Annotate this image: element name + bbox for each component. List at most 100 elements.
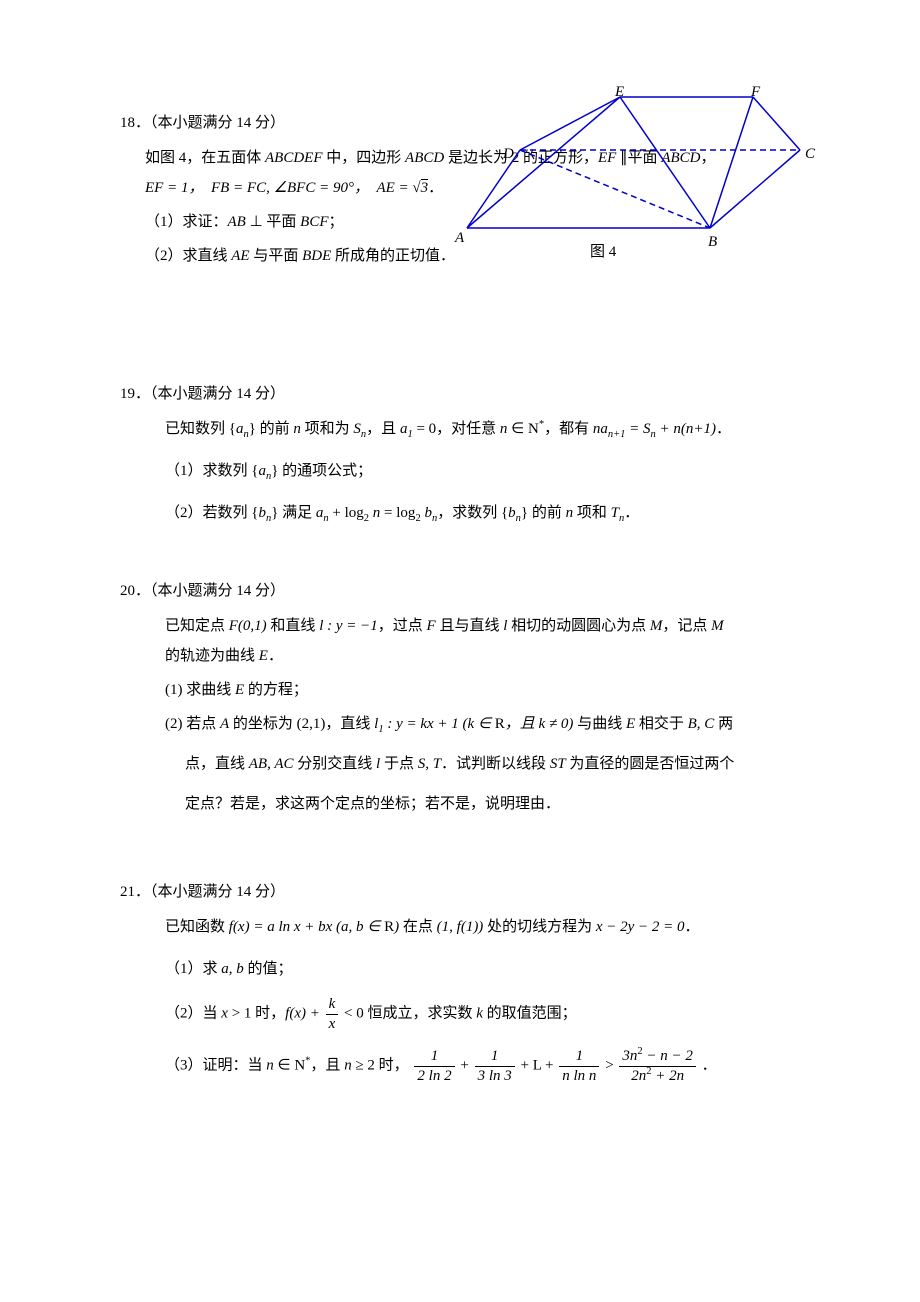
rel: nan+1 = Sn + n(n+1)	[593, 421, 716, 437]
f2n: 1	[475, 1048, 515, 1067]
p21-intro: 已知函数 f(x) = a ln x + bx (a, b ∈ R) 在点 (1…	[165, 912, 800, 942]
p18-number: 18．	[120, 115, 150, 131]
p19-sub2: （2）若数列 {bn} 满足 an + log2 n = log2 bn，求数列…	[165, 498, 800, 528]
p18-s1: （1）求证：	[145, 214, 228, 230]
bcf: BCF	[300, 214, 328, 230]
p20-points: （本小题满分 14 分）	[150, 583, 285, 599]
problem-20-body: 已知定点 F(0,1) 和直线 l : y = −1，过点 F 且与直线 l 相…	[165, 611, 800, 819]
p20-s2e: 两	[714, 716, 733, 732]
f3d: n ln n	[559, 1067, 599, 1085]
p20-i6: ，记点	[662, 618, 711, 634]
p19-s2g: 项和	[573, 505, 611, 521]
p19-s2a: （2）若数列 {	[165, 505, 258, 521]
bn: bn	[258, 505, 271, 521]
tn: Tn	[611, 505, 625, 521]
p20-sub1: (1) 求曲线 E 的方程；	[165, 675, 800, 705]
p20-s2b: 的坐标为 (2,1)，直线	[229, 716, 374, 732]
p19-i3: 项和为	[301, 421, 354, 437]
p18-l1a: 如图 4，在五面体	[145, 150, 265, 166]
f1d: 2 ln 2	[414, 1067, 454, 1085]
problem-21: 21．（本小题满分 14 分） 已知函数 f(x) = a ln x + bx …	[120, 879, 800, 1084]
p20-i4: 且与直线	[436, 618, 504, 634]
label-B: B	[708, 227, 717, 257]
p19-s2e: ，求数列 {	[437, 505, 508, 521]
p21-number: 21．	[120, 884, 150, 900]
f4d: 2n2 + 2n	[619, 1067, 696, 1085]
p19-s1a: （1）求数列 {	[165, 463, 258, 479]
p21-i3: 处的切线方程为	[483, 919, 596, 935]
l1: l1	[374, 716, 383, 732]
problem-19: 19．（本小题满分 14 分） 已知数列 {an} 的前 n 项和为 Sn，且 …	[120, 381, 800, 528]
p21-s3b: ∈ N	[274, 1057, 305, 1073]
A: A	[220, 716, 229, 732]
p18-s1b: ⊥ 平面	[246, 214, 300, 230]
p20-line4: 定点？若是，求这两个定点的坐标；若不是，说明理由．	[185, 789, 800, 819]
p20-l3c: 于点	[380, 756, 418, 772]
ABAC: AB, AC	[249, 756, 294, 772]
frac2: 13 ln 3	[475, 1048, 515, 1084]
p20-i5: 相切的动圆圆心为点	[507, 618, 650, 634]
p20-l3e: 为直径的圆是否恒过两个	[566, 756, 735, 772]
p20-s2d: 相交于	[635, 716, 688, 732]
bn2: bn	[424, 505, 437, 521]
problem-20-header: 20．（本小题满分 14 分）	[120, 578, 800, 605]
p20-l3: 点，直线	[185, 756, 249, 772]
fbfc: FB = FC, ∠BFC = 90°，	[211, 180, 369, 196]
an3: an	[316, 505, 329, 521]
p21-s2a: （2）当	[165, 1005, 221, 1021]
efeq: EF = 1，	[145, 180, 203, 196]
problem-18: 18．（本小题满分 14 分） 如图 4，在五面体 ABCDEF 中，四边形 A…	[120, 110, 800, 271]
f1n: 1	[414, 1048, 454, 1067]
f4n: 3n2 − n − 2	[619, 1048, 696, 1067]
p20-line2: 的轨迹为曲线 E．	[165, 641, 800, 671]
ef-eq: EF = 1，	[145, 180, 203, 196]
p18-s2: （2）求直线	[145, 248, 231, 264]
figure-4: A B C D E F 图 4	[445, 85, 825, 265]
p18-s1c: ；	[329, 214, 344, 230]
f3n: 1	[559, 1048, 599, 1067]
problem-19-body: 已知数列 {an} 的前 n 项和为 Sn，且 a1 = 0，对任意 n ∈ N…	[165, 414, 800, 528]
p20-l3d: ．试判断以线段	[441, 756, 550, 772]
M2: M	[711, 618, 724, 634]
aepre: AE =	[376, 180, 412, 196]
n4: n	[344, 1057, 352, 1073]
nn: n	[369, 505, 380, 521]
p21-sub3: （3）证明：当 n ∈ N*，且 n ≥ 2 时， 12 ln 2 + 13 l…	[165, 1048, 800, 1084]
p20-s2c: 与曲线	[577, 716, 626, 732]
p18-s2b: 与平面	[250, 248, 303, 264]
p19-s2h: ．	[624, 505, 639, 521]
BC: B, C	[688, 716, 715, 732]
ab: AB	[228, 214, 246, 230]
problem-20: 20．（本小题满分 14 分） 已知定点 F(0,1) 和直线 l : y = …	[120, 578, 800, 819]
bn3: bn	[508, 505, 521, 521]
p18-s2c: 所成角的正切值．	[331, 248, 455, 264]
p19-i2: } 的前	[249, 421, 294, 437]
p19-s1b: } 的通项公式；	[271, 463, 372, 479]
plus1: +	[460, 1057, 472, 1073]
pt: (1, f(1))	[437, 919, 484, 935]
p19-number: 19．	[120, 386, 150, 402]
M: M	[650, 618, 663, 634]
ae2: AE	[231, 248, 249, 264]
label-D: D	[503, 139, 514, 169]
ell: + L +	[520, 1057, 557, 1073]
E3: E	[626, 716, 635, 732]
label-E: E	[615, 77, 624, 107]
p20-line3: 点，直线 AB, AC 分别交直线 l 于点 S, T．试判断以线段 ST 为直…	[185, 749, 800, 779]
p20-sub2: (2) 若点 A 的坐标为 (2,1)，直线 l1 : y = kx + 1 (…	[165, 709, 800, 739]
F01: F(0,1)	[229, 618, 267, 634]
p20-line1: 已知定点 F(0,1) 和直线 l : y = −1，过点 F 且与直线 l 相…	[165, 611, 800, 641]
problem-19-header: 19．（本小题满分 14 分）	[120, 381, 800, 408]
frac3: 1n ln n	[559, 1048, 599, 1084]
p20-s1b: 的方程；	[244, 682, 308, 698]
an: an	[236, 421, 249, 437]
p19-points: （本小题满分 14 分）	[150, 386, 285, 402]
n2: n	[566, 505, 574, 521]
k: k	[476, 1005, 483, 1021]
p19-i1: 已知数列 {	[165, 421, 236, 437]
label-A: A	[455, 223, 464, 253]
p21-sub2: （2）当 x > 1 时，f(x) + kx < 0 恒成立，求实数 k 的取值…	[165, 996, 800, 1032]
gt: >	[605, 1057, 617, 1073]
p19-s2f: } 的前	[521, 505, 566, 521]
p18-p1: ．	[428, 180, 443, 196]
